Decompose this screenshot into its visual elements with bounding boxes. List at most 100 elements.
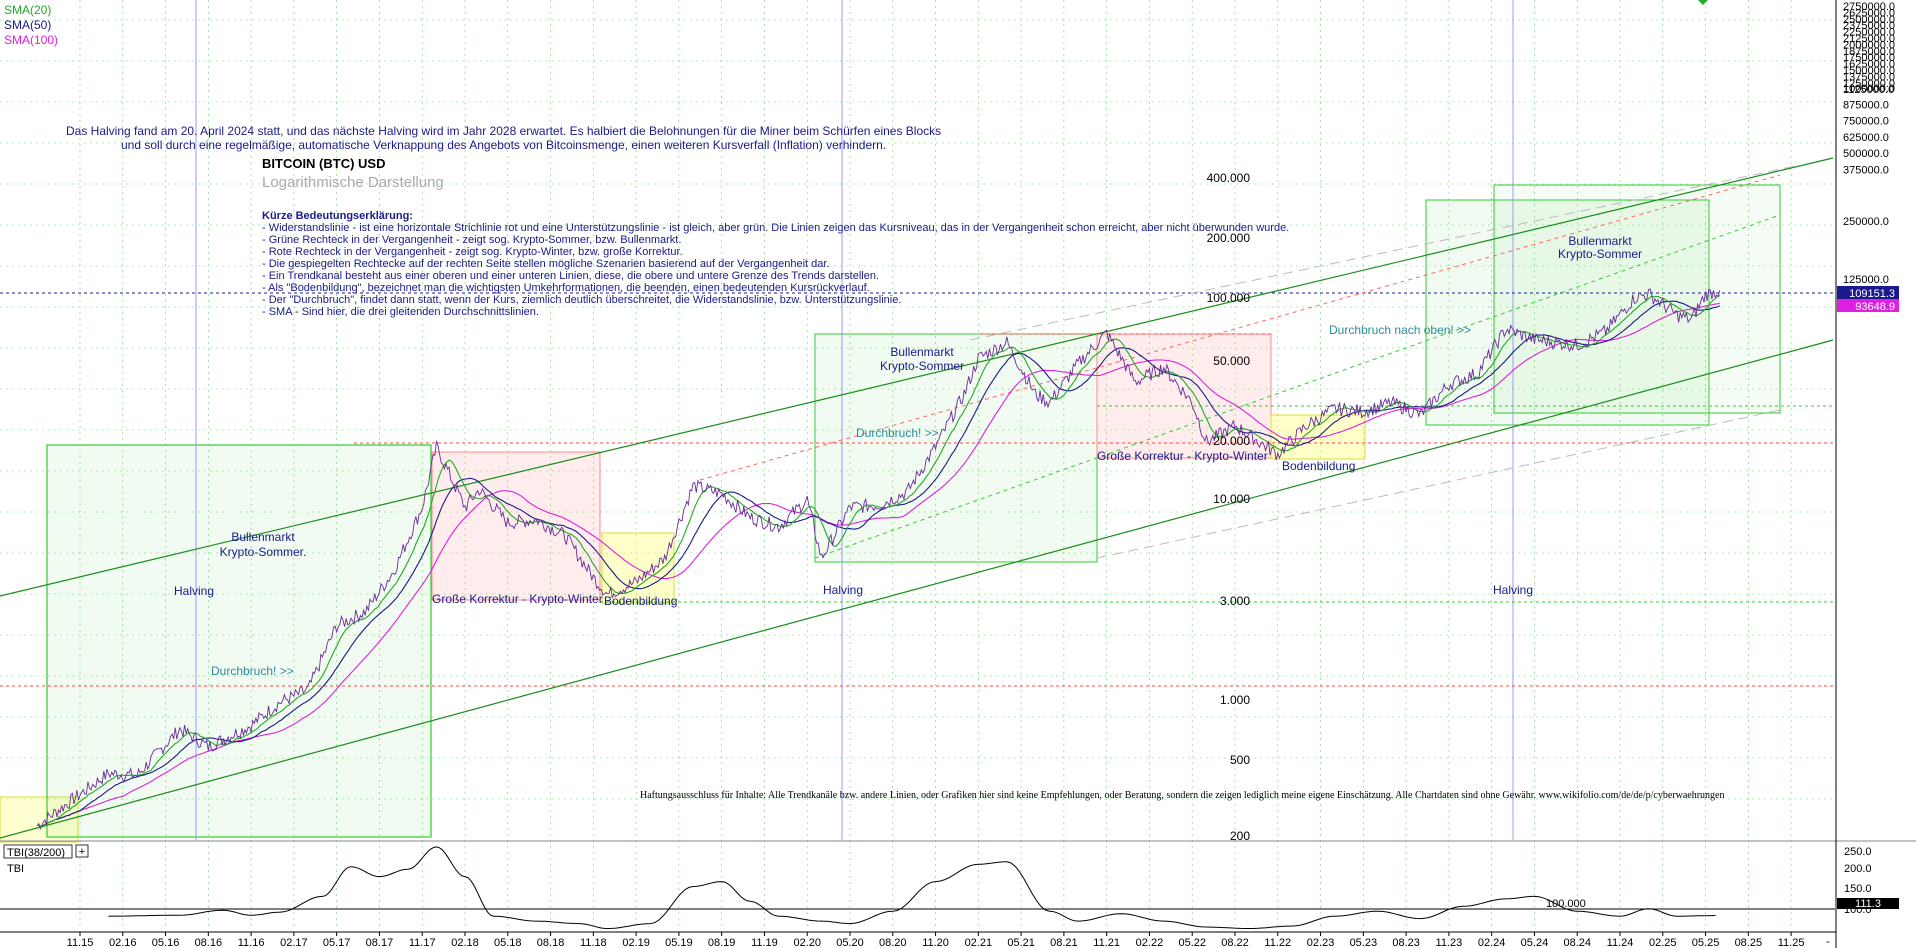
bull-box-2025 [1493, 184, 1781, 414]
x-axis-tick-label: 11.21 [1093, 937, 1120, 948]
explanation-block: Kürze Bedeutungserklärung: - Widerstands… [262, 210, 1289, 318]
x-axis-tick-label: 02.16 [109, 937, 137, 948]
chart-level-labels: 400.000 200.000 100.000 50.000 20.000 10… [1207, 171, 1251, 843]
x-axis-tick-label: 02.19 [622, 937, 650, 948]
explanation-line: - SMA - Sind hier, die drei gleitenden D… [262, 306, 539, 318]
indicator-axis: 250.0 200.0 150.0 100.0 111.3 [1837, 846, 1899, 916]
x-axis-tick-label: 02.20 [793, 937, 821, 948]
y-axis-tick-label: 1000000.0 [1843, 83, 1895, 95]
y-axis-tick-label: 1750000.0 [1843, 52, 1895, 64]
legend-sma20: SMA(20) [4, 3, 51, 17]
halving-label-2020: Halving [823, 583, 863, 597]
trend-upper-ext [969, 164, 1801, 341]
explanation-line: - Widerstandslinie - ist eine horizontal… [262, 222, 1289, 234]
x-axis-tick-label: 05.20 [836, 937, 864, 948]
breakout-label-1: Durchbruch! >> [211, 664, 294, 678]
x-axis-tick-label: 11.20 [922, 937, 949, 948]
x-axis-tick-label: 05.22 [1178, 937, 1206, 948]
disclaimer: Haftungsausschluss für Inhalte: Alle Tre… [640, 790, 1725, 801]
price-line [36, 288, 1721, 831]
trend-mid-ext-2 [814, 214, 1781, 559]
indicator-expand-button[interactable] [75, 844, 89, 858]
x-axis-tick-label: 11.17 [409, 937, 436, 948]
x-axis-tick-label: 11.22 [1264, 937, 1291, 948]
level-label: 3.000 [1220, 594, 1250, 608]
x-axis-tick-label: 08.16 [195, 937, 223, 948]
sma20-line [36, 294, 1721, 827]
last-price-badge [1837, 286, 1899, 299]
x-axis-tick-label: 05.24 [1521, 937, 1549, 948]
legend-sma50: SMA(50) [4, 18, 51, 32]
breakout-up-label: Durchbruch nach oben! >> [1329, 323, 1471, 337]
bottom-label-2: Bodenbildung [1282, 459, 1355, 473]
y-axis-tick-label: 2125000.0 [1843, 33, 1895, 45]
y-axis-tick-label: 2500000.0 [1843, 14, 1895, 26]
x-axis-tick-label: 11.25 [1778, 937, 1805, 948]
x-axis-tick-label: 08.21 [1050, 937, 1078, 948]
indicator-header: TBI(38/200) + TBI 100.000 [3, 844, 1586, 910]
x-axis-tick-label: 05.19 [665, 937, 693, 948]
x-axis-tick-label: 11.16 [238, 937, 265, 948]
indicator-name: TBI [7, 863, 24, 875]
x-axis-tick-label: 11.24 [1607, 937, 1634, 948]
explanation-heading: Kürze Bedeutungserklärung: [262, 210, 413, 222]
chart-subtitle: Logarithmische Darstellung [262, 174, 444, 191]
x-axis-tick-label: 11.19 [751, 937, 778, 948]
price-series [36, 288, 1721, 831]
y-axis-tick-label: 500000.0 [1843, 148, 1889, 160]
x-axis-tick-label: 05.25 [1692, 937, 1720, 948]
x-axis-tick-label: 02.22 [1136, 937, 1164, 948]
sma-price-value: 93648.9 [1855, 301, 1895, 313]
halving-label-2016: Halving [174, 584, 214, 598]
y-axis-tick-label: 2625000.0 [1843, 7, 1895, 19]
bull-label-2b: Krypto-Sommer [880, 359, 964, 373]
x-axis-tick-label: 05.16 [152, 937, 180, 948]
bull-label-3: Bullenmarkt [1568, 234, 1632, 248]
halving-label-2024: Halving [1493, 583, 1533, 597]
x-axis-tick-label: 08.25 [1735, 937, 1763, 948]
sma50-line [36, 300, 1721, 827]
trend-channel [0, 157, 1834, 839]
tbi-line [108, 846, 1716, 930]
halving-note-line2: und soll durch eine regelmäßige, automat… [121, 138, 886, 152]
bull-box-2015 [46, 444, 432, 838]
scroll-right-button[interactable]: - [1826, 936, 1830, 948]
price-badges: 109151.3 93648.9 [1837, 286, 1899, 313]
chart-title: BITCOIN (BTC) USD [262, 156, 386, 171]
trend-lower-ext [1096, 409, 1781, 559]
correction-label-1: Große Korrektur - Krypto-Winter [432, 592, 603, 606]
indicator-level-label: 100.000 [1546, 898, 1586, 910]
explanation-line: - Als "Bodenbildung", bezeichnet man die… [262, 282, 870, 294]
y-axis-tick-label: 1625000.0 [1843, 59, 1895, 71]
x-axis-tick-label: 08.17 [366, 937, 394, 948]
y-axis-tick-label: 125000.0 [1843, 274, 1889, 286]
y-axis-tick-label: 1875000.0 [1843, 46, 1895, 58]
bottom-label-1: Bodenbildung [604, 594, 677, 608]
trend-mid-ext-1 [699, 174, 1781, 481]
y-axis-tick-label: 1500000.0 [1843, 65, 1895, 77]
chart-grid [0, 0, 1835, 930]
indicator-last-value: 111.3 [1855, 898, 1881, 910]
y-axis-tick-label: 2750000.0 [1843, 1, 1895, 13]
x-axis-tick-label: 02.21 [965, 937, 993, 948]
bull-label-1b: Krypto-Sommer. [220, 545, 307, 559]
x-axis-tick-label: 08.18 [537, 937, 565, 948]
halving-note-line1: Das Halving fand am 20. April 2024 statt… [66, 124, 941, 138]
y-axis-tick-label: 875000.0 [1843, 99, 1889, 111]
bull-label-2: Bullenmarkt [890, 345, 954, 359]
annotations: Bullenmarkt Krypto-Sommer. Bullenmarkt K… [174, 234, 1642, 678]
indicator-series [108, 846, 1716, 930]
bull-label-3b: Krypto-Sommer [1558, 247, 1642, 261]
breakout-label-2: Durchbruch! >> [856, 426, 939, 440]
x-axis-tick-label: 11.23 [1436, 937, 1463, 948]
y-axis-tick-label: 2250000.0 [1843, 27, 1895, 39]
level-label: 100.000 [1207, 291, 1251, 305]
bull-label-1: Bullenmarkt [231, 530, 295, 544]
x-axis-tick-label: 05.17 [323, 937, 351, 948]
x-axis-tick-label: 08.20 [879, 937, 907, 948]
x-axis-tick-label: 08.19 [708, 937, 736, 948]
x-axis-labels: 11.15 02.16 05.16 08.16 11.16 02.17 05.17 08.17… [67, 932, 1805, 948]
support-resistance-levels [0, 292, 1835, 687]
explanation-line: - Grüne Rechteck in der Vergangenheit - … [262, 234, 681, 246]
